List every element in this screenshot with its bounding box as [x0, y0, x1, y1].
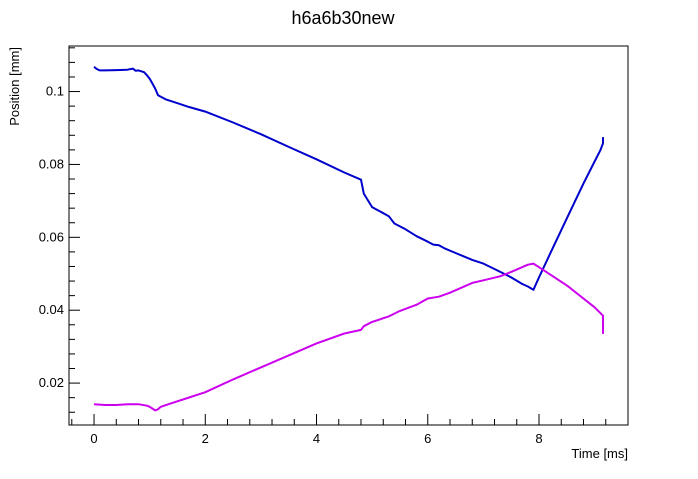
- x-tick-label: 6: [424, 431, 431, 446]
- series-line-1: [93, 66, 604, 291]
- plot-area: [68, 45, 629, 426]
- y-tick-label: 0.04: [39, 302, 64, 317]
- x-tick-label: 0: [90, 431, 97, 446]
- series-line-2: [93, 262, 604, 412]
- x-tick-label: 8: [535, 431, 542, 446]
- chart-title: h6a6b30new: [291, 8, 395, 28]
- y-tick-label: 0.06: [39, 229, 64, 244]
- x-tick-label: 2: [202, 431, 209, 446]
- axes-layer: 0 2 4 6 8 0.02 0.04 0.06 0.08 0.1: [39, 47, 629, 446]
- y-tick-label: 0.08: [39, 156, 64, 171]
- series-layer: [93, 66, 604, 412]
- y-tick-label: 0.02: [39, 375, 64, 390]
- y-tick-label: 0.1: [46, 84, 64, 99]
- x-axis-label: Time [ms]: [571, 446, 628, 461]
- y-axis-label: Position [mm]: [7, 47, 22, 126]
- plot-frame: [68, 45, 629, 426]
- x-tick-label: 4: [313, 431, 320, 446]
